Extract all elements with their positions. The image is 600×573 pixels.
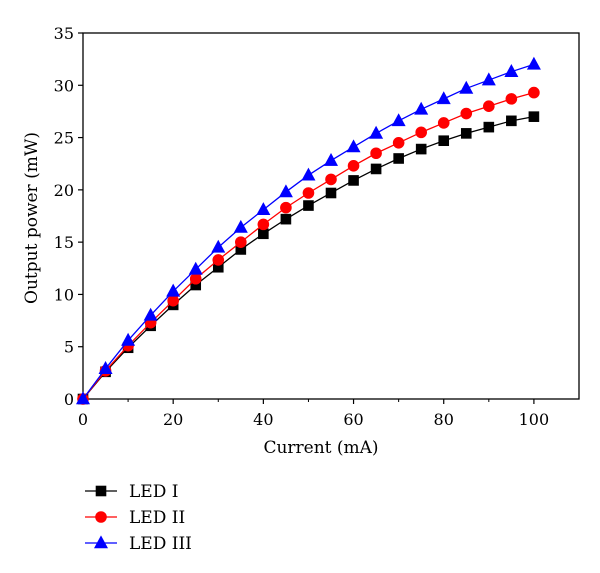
- data-point: [280, 213, 292, 225]
- series-layer: [75, 56, 541, 405]
- data-point: [438, 135, 450, 147]
- y-tick-label: 0: [64, 390, 74, 409]
- x-axis-title: Current (mA): [263, 438, 378, 458]
- series-1: [77, 111, 540, 405]
- legend-item: LED III: [85, 534, 192, 554]
- data-point: [370, 163, 382, 175]
- data-point: [391, 113, 406, 127]
- data-point: [75, 391, 91, 405]
- y-tick-label: 5: [64, 338, 74, 357]
- data-point: [483, 100, 495, 112]
- y-tick-label: 10: [54, 285, 74, 304]
- data-point: [415, 143, 427, 155]
- legend: LED I LED II LED III: [85, 482, 192, 554]
- data-point: [369, 125, 384, 139]
- y-axis-title: Output power (mW): [22, 132, 42, 304]
- plot-area: [82, 32, 580, 400]
- data-point: [459, 80, 474, 94]
- data-point: [392, 137, 405, 149]
- data-point: [303, 200, 314, 211]
- x-tick-label: 40: [253, 410, 273, 429]
- data-point: [167, 294, 179, 307]
- data-point: [414, 101, 429, 115]
- data-point: [258, 228, 269, 240]
- legend-item: LED II: [85, 508, 185, 528]
- data-point: [301, 167, 316, 181]
- data-point: [278, 184, 293, 198]
- data-point: [189, 272, 202, 285]
- data-point: [506, 115, 517, 127]
- legend-marker: [95, 511, 107, 523]
- series-3: [75, 56, 541, 405]
- x-tick-label: 80: [434, 410, 454, 429]
- data-point: [528, 111, 540, 122]
- legend-label: LED III: [129, 534, 192, 554]
- data-point: [325, 173, 337, 186]
- y-tick-label: 20: [54, 181, 74, 200]
- data-point: [393, 153, 404, 164]
- data-point: [460, 128, 472, 139]
- x-tick-label: 20: [163, 410, 183, 429]
- data-point: [212, 254, 225, 266]
- data-point: [235, 236, 247, 248]
- plot-frame: [82, 32, 580, 400]
- x-tick-label: 100: [519, 410, 550, 429]
- x-axis: 0 20 40 60 80 100: [78, 399, 549, 429]
- data-point: [166, 283, 181, 297]
- x-tick-label: 60: [343, 410, 363, 429]
- y-tick-label: 25: [54, 129, 74, 148]
- data-point: [325, 187, 337, 199]
- data-point: [483, 121, 495, 133]
- legend-label: LED II: [129, 508, 185, 528]
- y-tick-label: 30: [54, 76, 74, 95]
- x-tick-label: 0: [78, 410, 88, 429]
- data-point: [437, 117, 450, 129]
- data-point: [347, 160, 360, 172]
- y-tick-label: 15: [54, 233, 74, 252]
- legend-item: LED I: [85, 482, 178, 502]
- data-point: [436, 91, 451, 105]
- data-point: [528, 86, 540, 99]
- legend-marker: [95, 485, 107, 497]
- data-point: [323, 152, 339, 166]
- data-point: [98, 361, 113, 374]
- y-axis: 0 5 10 15 20 25 30 35: [54, 24, 83, 409]
- data-point: [504, 64, 519, 77]
- data-point: [460, 107, 473, 120]
- data-point: [233, 219, 248, 233]
- data-point: [257, 218, 270, 231]
- data-point: [370, 147, 382, 160]
- data-point: [505, 93, 518, 105]
- data-point: [143, 307, 158, 321]
- data-point: [526, 56, 541, 70]
- legend-label: LED I: [129, 482, 178, 502]
- data-point: [256, 202, 271, 216]
- data-point: [121, 332, 136, 346]
- data-point: [188, 261, 203, 275]
- data-point: [211, 239, 226, 253]
- series-line: [82, 116, 535, 400]
- data-point: [346, 139, 361, 153]
- data-point: [348, 175, 359, 186]
- legend-marker: [93, 535, 109, 549]
- data-point: [280, 201, 292, 214]
- y-tick-label: 35: [54, 24, 74, 43]
- data-point: [302, 187, 315, 199]
- data-point: [415, 126, 427, 139]
- data-point: [481, 72, 496, 86]
